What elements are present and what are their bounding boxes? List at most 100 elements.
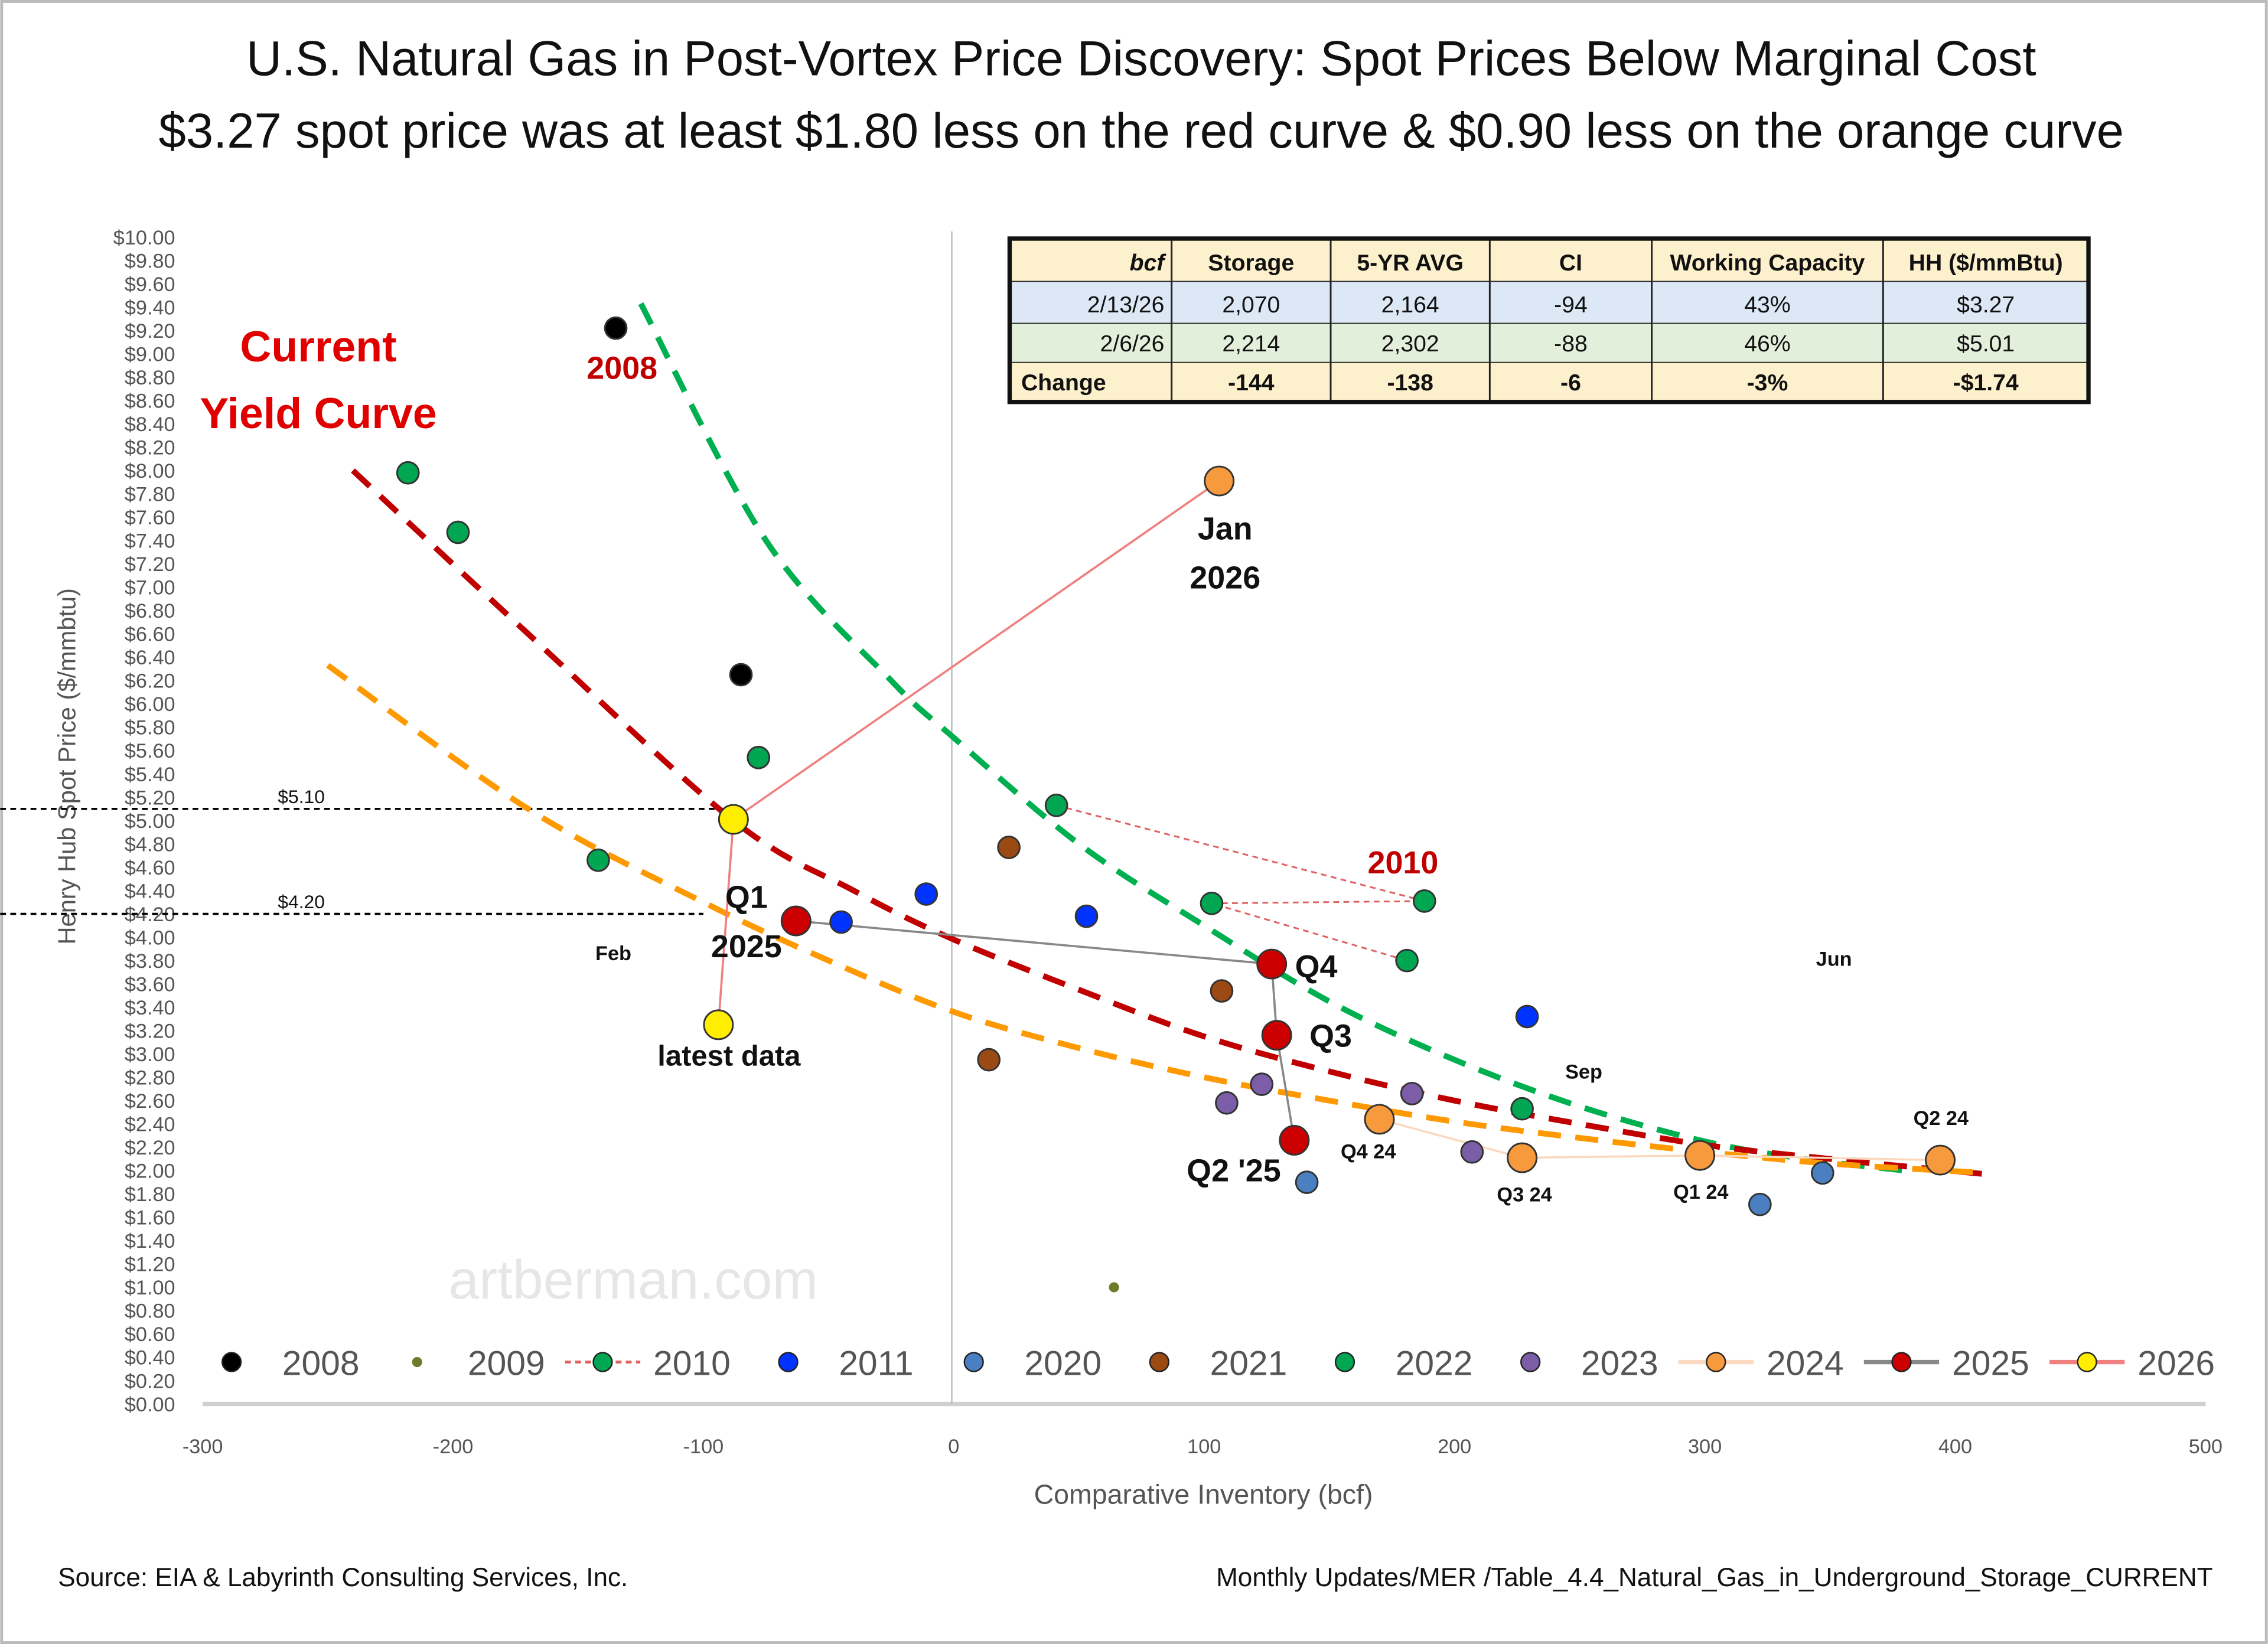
data-point-2025 bbox=[1279, 1125, 1310, 1156]
data-point-2020 bbox=[1748, 1192, 1772, 1216]
x-tick-label: 500 bbox=[2189, 1436, 2223, 1458]
annotation-q2-24: Q2 24 bbox=[1914, 1107, 1969, 1130]
table-header: CI bbox=[1559, 250, 1582, 276]
y-tick-label: $5.00 bbox=[125, 810, 175, 833]
y-tick-label: $5.80 bbox=[125, 717, 175, 739]
data-point-2022 bbox=[396, 461, 420, 485]
table-header: bcf bbox=[1130, 250, 1167, 276]
data-point-2020 bbox=[1810, 1161, 1834, 1185]
y-tick-label: $4.40 bbox=[125, 880, 175, 902]
x-tick-label: 400 bbox=[1938, 1436, 1972, 1458]
y-tick-label: $1.80 bbox=[125, 1183, 175, 1206]
y-tick-label: $9.00 bbox=[125, 343, 175, 366]
table-cell: $3.27 bbox=[1957, 292, 2015, 318]
annotation-q2-25: Q2 '25 bbox=[1187, 1153, 1281, 1188]
table-header: Storage bbox=[1208, 250, 1294, 276]
data-point-2022 bbox=[446, 520, 470, 544]
data-point-2024 bbox=[1925, 1144, 1956, 1176]
watermark: artberman.com bbox=[448, 1249, 818, 1310]
reference-lines: $5.10 $4.20 bbox=[0, 786, 734, 915]
legend-label: 2011 bbox=[839, 1345, 913, 1383]
annotation-current: Current bbox=[240, 322, 396, 371]
data-point-2010 bbox=[1412, 889, 1436, 913]
y-tick-label: $9.20 bbox=[125, 320, 175, 342]
annotation-q4-24: Q4 24 bbox=[1341, 1140, 1396, 1163]
legend-marker-2011 bbox=[778, 1352, 799, 1372]
table-header: Working Capacity bbox=[1670, 250, 1865, 276]
annotation-q1: Q1 bbox=[725, 880, 768, 915]
y-tick-label: $2.60 bbox=[125, 1090, 175, 1113]
y-tick-label: $3.80 bbox=[125, 950, 175, 973]
y-axis-label: Henry Hub Spot Price ($/mmbtu) bbox=[53, 588, 81, 945]
table-cell: -144 bbox=[1228, 370, 1275, 396]
data-point-2022 bbox=[747, 746, 771, 769]
y-tick-label: $1.40 bbox=[125, 1230, 175, 1252]
legend-label: 2022 bbox=[1396, 1345, 1473, 1383]
table-border bbox=[1007, 236, 2091, 405]
data-point-2024 bbox=[1364, 1104, 1395, 1135]
y-tick-label: $8.00 bbox=[125, 460, 175, 482]
y-tick-label: $2.40 bbox=[125, 1114, 175, 1136]
legend-label: 2025 bbox=[1952, 1345, 2029, 1383]
y-tick-label: $7.60 bbox=[125, 507, 175, 529]
data-point-2022 bbox=[586, 848, 610, 872]
y-tick-label: $3.20 bbox=[125, 1020, 175, 1042]
y-tick-label: $9.40 bbox=[125, 296, 175, 319]
chart-subtitle: $3.27 spot price was at least $1.80 less… bbox=[159, 103, 2124, 158]
data-point-2023 bbox=[1460, 1140, 1484, 1164]
data-point-2023 bbox=[1250, 1072, 1274, 1096]
annotation-q3-24: Q3 24 bbox=[1497, 1184, 1552, 1206]
data-point-2026 bbox=[718, 804, 749, 835]
y-tick-label: $2.80 bbox=[125, 1067, 175, 1090]
y-tick-label: $0.40 bbox=[125, 1347, 175, 1369]
y-tick-label: $6.40 bbox=[125, 647, 175, 669]
legend-marker-2025 bbox=[1891, 1352, 1912, 1372]
y-tick-label: $1.60 bbox=[125, 1207, 175, 1229]
table-cell: Change bbox=[1021, 370, 1106, 396]
annotation-jun: Jun bbox=[1816, 948, 1852, 971]
annotation-q3: Q3 bbox=[1309, 1019, 1352, 1054]
x-tick-label: 200 bbox=[1438, 1436, 1471, 1458]
data-points bbox=[396, 316, 1956, 1293]
table-cell: -6 bbox=[1560, 370, 1581, 396]
table-cell: 2,214 bbox=[1222, 331, 1280, 357]
y-tick-label: $0.80 bbox=[125, 1300, 175, 1323]
annotation-q4: Q4 bbox=[1295, 949, 1338, 984]
source-note: Source: EIA & Labyrinth Consulting Servi… bbox=[58, 1563, 628, 1592]
data-point-2025 bbox=[780, 905, 812, 937]
annotation-sep: Sep bbox=[1565, 1061, 1602, 1084]
legend-label: 2020 bbox=[1024, 1345, 1102, 1383]
legend-marker-2010 bbox=[592, 1352, 613, 1372]
y-tick-label: $7.80 bbox=[125, 484, 175, 506]
table-cell: 43% bbox=[1744, 292, 1790, 318]
data-point-2026 bbox=[703, 1009, 734, 1040]
data-point-2010 bbox=[1200, 892, 1224, 915]
legend-label: 2026 bbox=[2137, 1345, 2215, 1383]
y-tick-label: $0.00 bbox=[125, 1394, 175, 1416]
table-cell: 2,164 bbox=[1381, 292, 1439, 318]
annotation-latest-data: latest data bbox=[657, 1040, 801, 1072]
data-point-2025 bbox=[1261, 1020, 1292, 1051]
y-tick-label: $4.00 bbox=[125, 927, 175, 949]
path-note: Monthly Updates/MER /Table_4.4_Natural_G… bbox=[1216, 1563, 2213, 1592]
y-tick-label: $5.60 bbox=[125, 740, 175, 762]
table-cell: 46% bbox=[1744, 331, 1790, 357]
y-tick-label: $9.80 bbox=[125, 250, 175, 272]
data-point-2021 bbox=[997, 836, 1021, 859]
data-point-2011 bbox=[1515, 1004, 1539, 1029]
table-row-bg bbox=[1009, 363, 2089, 402]
reference-line-label: $4.20 bbox=[278, 891, 325, 912]
y-tick-label: $0.20 bbox=[125, 1370, 175, 1392]
data-point-2021 bbox=[977, 1048, 1001, 1072]
annotation-q1-year: 2025 bbox=[711, 929, 782, 964]
y-tick-label: $5.40 bbox=[125, 764, 175, 786]
x-tick-label: 0 bbox=[948, 1436, 959, 1458]
legend-marker-2026 bbox=[2077, 1352, 2097, 1372]
y-tick-label: $8.80 bbox=[125, 367, 175, 389]
data-point-2022 bbox=[1510, 1097, 1534, 1121]
table-row-bg bbox=[1009, 324, 2089, 363]
data-point-2023 bbox=[1400, 1082, 1424, 1105]
table-row-bg bbox=[1009, 282, 2089, 324]
data-point-2011 bbox=[1074, 904, 1099, 928]
